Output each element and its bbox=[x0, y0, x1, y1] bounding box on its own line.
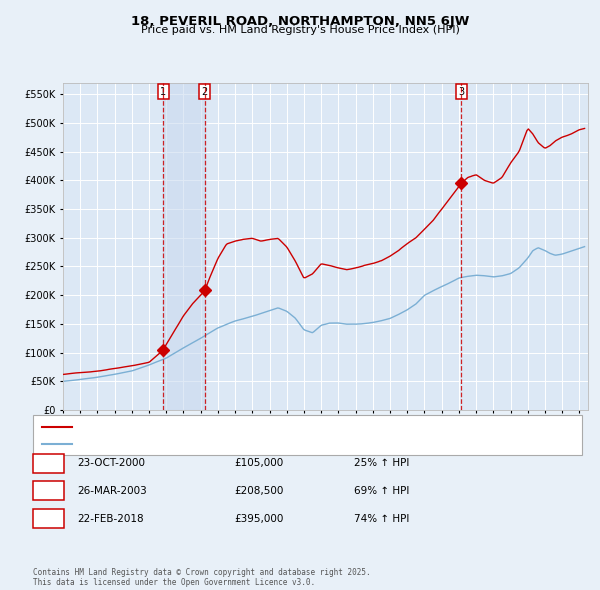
Text: 22-FEB-2018: 22-FEB-2018 bbox=[77, 514, 143, 523]
Text: 74% ↑ HPI: 74% ↑ HPI bbox=[354, 514, 409, 523]
Text: 69% ↑ HPI: 69% ↑ HPI bbox=[354, 486, 409, 496]
Text: 1: 1 bbox=[45, 458, 52, 468]
Text: £105,000: £105,000 bbox=[234, 458, 283, 468]
Text: 3: 3 bbox=[458, 87, 464, 97]
Text: £395,000: £395,000 bbox=[234, 514, 283, 523]
Text: 1: 1 bbox=[160, 87, 166, 97]
Text: 23-OCT-2000: 23-OCT-2000 bbox=[77, 458, 145, 468]
Text: 26-MAR-2003: 26-MAR-2003 bbox=[77, 486, 146, 496]
Text: 2: 2 bbox=[202, 87, 208, 97]
Text: Price paid vs. HM Land Registry's House Price Index (HPI): Price paid vs. HM Land Registry's House … bbox=[140, 25, 460, 35]
Text: £208,500: £208,500 bbox=[234, 486, 283, 496]
Text: Contains HM Land Registry data © Crown copyright and database right 2025.
This d: Contains HM Land Registry data © Crown c… bbox=[33, 568, 371, 587]
Text: HPI: Average price, semi-detached house, West Northamptonshire: HPI: Average price, semi-detached house,… bbox=[78, 440, 378, 449]
Text: 3: 3 bbox=[45, 514, 52, 523]
Text: 25% ↑ HPI: 25% ↑ HPI bbox=[354, 458, 409, 468]
Text: 18, PEVERIL ROAD, NORTHAMPTON, NN5 6JW: 18, PEVERIL ROAD, NORTHAMPTON, NN5 6JW bbox=[131, 15, 469, 28]
Text: 18, PEVERIL ROAD, NORTHAMPTON, NN5 6JW (semi-detached house): 18, PEVERIL ROAD, NORTHAMPTON, NN5 6JW (… bbox=[78, 422, 389, 431]
Bar bbox=[163, 83, 205, 410]
Text: 2: 2 bbox=[45, 486, 52, 496]
